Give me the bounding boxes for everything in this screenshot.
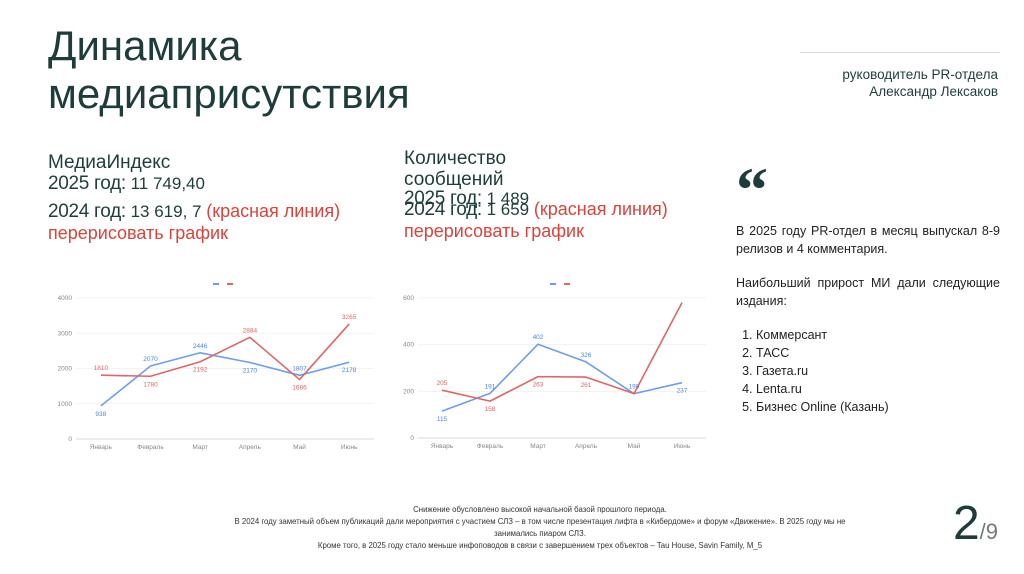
msg-data-label: 261 — [581, 382, 592, 389]
quote-block: В 2025 году PR-отдел в месяц выпускал 8-… — [736, 222, 1000, 416]
msg-series-line — [441, 302, 683, 402]
mi-y-tick-label: 1000 — [58, 401, 73, 408]
mi-x-tick-label: Март — [192, 444, 208, 451]
msg-data-label: 115 — [437, 416, 448, 423]
author-role: руководитель PR-отдела — [842, 67, 998, 82]
media-index-2024: 2024 год: 13 619, 7 (красная линия) — [48, 200, 408, 222]
author-name: Александр Лексаков — [869, 84, 998, 99]
publication-item: ТАСС — [756, 344, 1000, 362]
media-index-2025: 2025 год: 11 749,40 — [48, 173, 408, 194]
msg-y-tick-label: 200 — [403, 388, 414, 395]
msg-x-tick-label: Февраль — [477, 443, 504, 450]
msg-data-label: 237 — [677, 388, 688, 395]
media-index-2025-value: 11 749,40 — [125, 174, 205, 193]
media-index-2024-value: 13 619, 7 — [125, 202, 207, 221]
mi-y-tick-label: 0 — [68, 436, 72, 443]
page-number: 2/9 — [953, 498, 998, 550]
media-index-2025-label: 2025 год: — [48, 173, 126, 194]
mi-data-label: 2170 — [243, 368, 258, 375]
messages-count-2024: 2024 год: 1 659 (красная линия) — [404, 198, 668, 220]
messages-count-2025-label: 2025 год: — [404, 188, 482, 209]
mi-data-label: 1686 — [292, 385, 307, 392]
messages-count-2024-note: (красная линия) — [533, 199, 668, 219]
msg-data-label: 191 — [485, 383, 496, 390]
mi-x-tick-label: Февраль — [137, 444, 164, 451]
mi-data-label: 2192 — [193, 367, 208, 374]
media-index-chart: 0 1000 2000 3000 4000 Январь Февраль Март Апрель… — [58, 283, 374, 451]
page-current: 2 — [952, 497, 980, 550]
mi-data-label: 938 — [95, 411, 106, 418]
messages-count-2025: 2025 год: 1 489 — [404, 188, 529, 209]
page-title: Динамика медиаприсутствия — [48, 22, 410, 117]
msg-x-tick-label: Май — [628, 442, 641, 450]
msg-x-tick-label: Апрель — [575, 443, 598, 450]
footnote-line-2: В 2024 году заметный объем публикаций да… — [234, 517, 846, 538]
quote-paragraph-releases: В 2025 году PR-отдел в месяц выпускал 8-… — [736, 224, 1000, 256]
msg-data-label: 402 — [533, 334, 544, 341]
mi-x-tick-label: Май — [293, 443, 306, 451]
msg-series-line — [441, 343, 683, 412]
author-block: руководитель PR-отдела Александр Лексако… — [842, 66, 998, 100]
media-index-2024-note: (красная линия) — [206, 201, 341, 221]
messages-count-redraw-note: перерисовать график — [404, 221, 584, 241]
msg-x-tick-label: Март — [530, 443, 546, 450]
messages-count-2024-value: 1 659 — [481, 200, 534, 219]
publication-item: Газета.ru — [756, 362, 1000, 380]
messages-count-years: 2025 год: 1 489 2024 год: 1 659 (красная… — [404, 188, 734, 220]
msg-y-tick-label: 0 — [410, 435, 414, 442]
title-divider — [800, 52, 1000, 53]
messages-count-2025-value: 1 489 — [481, 189, 530, 208]
msg-data-label: 263 — [533, 382, 544, 389]
publication-item: Коммерсант — [756, 326, 1000, 344]
mi-data-label: 2178 — [342, 367, 357, 374]
msg-data-label: 205 — [437, 380, 448, 387]
messages-count-heading: Количество сообщений — [404, 148, 507, 190]
messages-count-block: Количество сообщений 2025 год: 1 489 202… — [404, 148, 734, 242]
mi-data-label: 1810 — [94, 365, 109, 372]
mi-y-tick-label: 3000 — [58, 330, 73, 337]
msg-data-label: 158 — [485, 406, 496, 413]
media-index-heading: МедиаИндекс — [48, 152, 171, 173]
media-index-2024-label: 2024 год: — [48, 201, 126, 222]
mi-data-label: 1780 — [143, 381, 158, 388]
mi-series-line — [100, 351, 350, 407]
msg-x-tick-label: Январь — [431, 443, 454, 450]
mi-data-label: 2884 — [243, 327, 258, 334]
msg-data-label: 190 — [629, 384, 640, 391]
msg-x-tick-label: Июнь — [674, 443, 691, 450]
messages-count-chart: 0 200 400 600 Январь Февраль Март Апрель Май Июнь… — [403, 283, 706, 450]
footnote: Снижение обусловлено высокой начальной б… — [220, 504, 860, 552]
mi-y-tick-label: 2000 — [58, 366, 73, 373]
mi-x-tick-label: Июнь — [341, 444, 358, 451]
mi-x-tick-label: Апрель — [239, 444, 262, 451]
media-index-block: МедиаИндекс 2025 год: 11 749,40 2024 год… — [48, 152, 408, 244]
msg-y-tick-label: 600 — [403, 295, 414, 302]
publications-list: Коммерсант ТАСС Газета.ru Lenta.ru Бизне… — [736, 326, 1000, 416]
page-total: /9 — [979, 519, 998, 544]
msg-y-tick-label: 400 — [403, 342, 414, 349]
publication-item: Бизнес Online (Казань) — [756, 398, 1000, 416]
publication-item: Lenta.ru — [756, 380, 1000, 398]
quote-paragraph-growth: Наибольший прирост МИ дали следующие изд… — [736, 276, 1000, 308]
mi-data-label: 2446 — [193, 343, 208, 350]
mi-data-label: 2070 — [143, 356, 158, 363]
msg-data-label: 326 — [581, 352, 592, 359]
mi-x-tick-label: Январь — [90, 444, 113, 451]
footnote-line-3: Кроме того, в 2025 году стало меньше инф… — [317, 541, 763, 550]
media-index-redraw-note: перерисовать график — [48, 223, 228, 243]
quote-mark-icon: “ — [736, 154, 768, 225]
messages-count-2024-label: 2024 год: — [404, 199, 482, 220]
footnote-line-1: Снижение обусловлено высокой начальной б… — [413, 505, 667, 514]
mi-y-tick-label: 4000 — [58, 295, 73, 302]
mi-data-label: 1807 — [292, 365, 307, 372]
mi-series-line — [100, 323, 350, 381]
mi-data-label: 3265 — [342, 314, 357, 321]
